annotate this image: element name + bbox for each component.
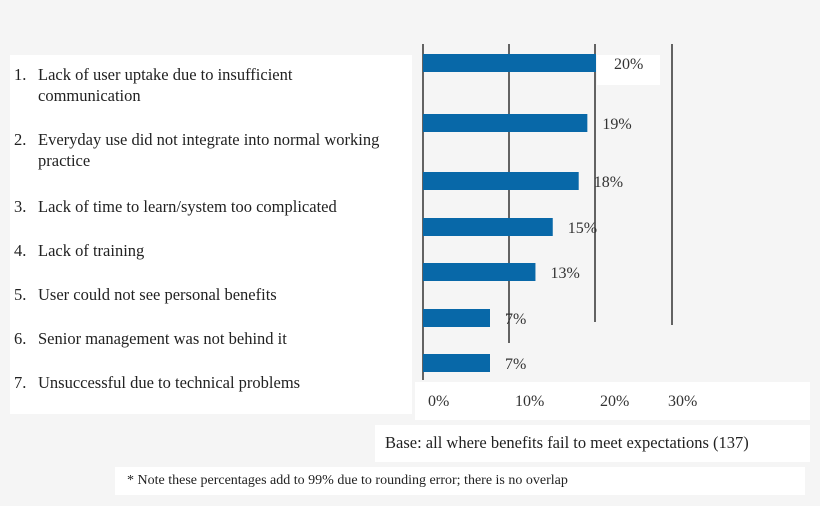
- x-tick-label: 20%: [600, 393, 629, 410]
- data-label: 15%: [568, 220, 597, 237]
- bar: [423, 172, 579, 190]
- bar: [423, 263, 536, 281]
- category-text: Lack of time to learn/system too complic…: [38, 197, 337, 216]
- data-label: 20%: [614, 56, 643, 73]
- category-label: 5. User could not see personal benefits: [14, 284, 398, 305]
- category-label: 3. Lack of time to learn/system too compl…: [14, 196, 398, 217]
- footnote: * Note these percentages add to 99% due …: [127, 473, 568, 488]
- x-tick-label: 0%: [428, 393, 449, 410]
- category-text: Lack of user uptake due to insufficient …: [38, 65, 293, 105]
- category-text: Senior management was not behind it: [38, 329, 287, 348]
- category-label: 7. Unsuccessful due to technical problems: [14, 372, 398, 393]
- base-box: Base: all where benefits fail to meet ex…: [375, 425, 810, 462]
- category-number: 3.: [14, 197, 27, 216]
- x-tick-label: 30%: [668, 393, 697, 410]
- category-label: 6. Senior management was not behind it: [14, 328, 398, 349]
- bar: [423, 218, 553, 236]
- category-number: 7.: [14, 373, 27, 392]
- category-number: 2.: [14, 130, 27, 149]
- category-text: Lack of training: [38, 241, 145, 260]
- data-label: 7%: [505, 311, 526, 328]
- category-number: 5.: [14, 285, 27, 304]
- category-number: 4.: [14, 241, 27, 260]
- bar: [423, 54, 596, 72]
- category-number: 6.: [14, 329, 27, 348]
- category-label: 2. Everyday use did not integrate into no…: [14, 129, 398, 171]
- x-tick-label: 10%: [515, 393, 544, 410]
- bar: [423, 309, 490, 327]
- data-label: 7%: [505, 356, 526, 373]
- x-axis-panel: [415, 382, 810, 420]
- data-label: 18%: [594, 174, 623, 191]
- category-text: Unsuccessful due to technical problems: [38, 373, 301, 392]
- data-label: 19%: [602, 116, 631, 133]
- note-box: * Note these percentages add to 99% due …: [115, 467, 805, 495]
- category-number: 1.: [14, 65, 27, 84]
- top-label-box: [597, 55, 660, 85]
- category-text: Everyday use did not integrate into norm…: [38, 130, 380, 170]
- category-label: 4. Lack of training: [14, 240, 398, 261]
- base-text: Base: all where benefits fail to meet ex…: [385, 433, 749, 452]
- category-labels-panel: 1. Lack of user uptake due to insufficien…: [10, 55, 412, 414]
- data-label: 13%: [550, 265, 579, 282]
- category-label: 1. Lack of user uptake due to insufficien…: [14, 64, 398, 106]
- category-text: User could not see personal benefits: [38, 285, 277, 304]
- bar: [423, 354, 490, 372]
- bar: [423, 114, 588, 132]
